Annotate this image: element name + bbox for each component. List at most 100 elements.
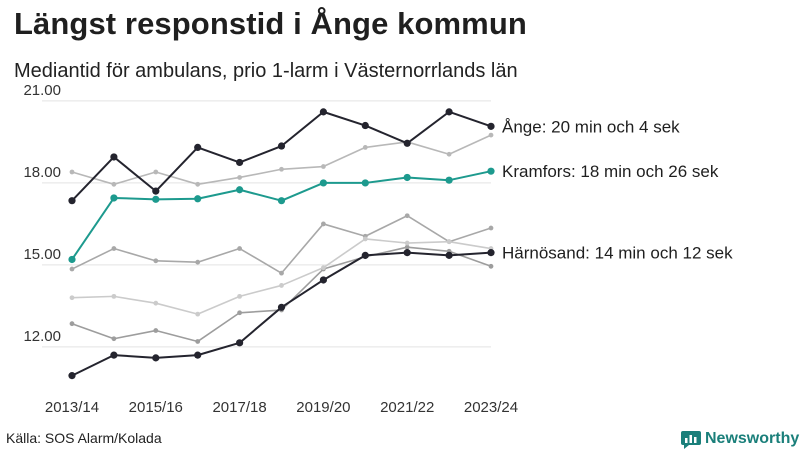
y-tick-label: 21.00 <box>23 82 61 99</box>
data-point <box>237 175 243 180</box>
x-tick-label: 2017/18 <box>212 399 266 416</box>
newsworthy-chart-icon <box>681 431 701 449</box>
data-point <box>279 270 284 276</box>
data-point <box>362 145 368 150</box>
data-point <box>69 266 75 272</box>
data-point <box>111 246 117 251</box>
series-line <box>71 110 492 202</box>
data-point <box>361 179 369 187</box>
data-point <box>319 276 327 284</box>
data-point <box>321 221 326 227</box>
series-other <box>69 213 494 276</box>
data-point <box>404 240 410 246</box>
data-point <box>403 173 411 182</box>
data-point <box>362 236 368 242</box>
data-point <box>277 303 286 311</box>
data-point <box>68 255 76 264</box>
chart-subtitle: Mediantid för ambulans, prio 1-larm i Vä… <box>14 60 518 82</box>
series-label: Ånge: 20 min och 4 sek <box>502 117 680 136</box>
data-point <box>195 339 201 344</box>
data-point <box>194 351 202 359</box>
data-point <box>404 244 410 250</box>
data-point <box>277 197 286 205</box>
data-point <box>279 283 284 288</box>
series-labels: Ånge: 20 min och 4 sek Kramfors: 18 min o… <box>502 117 733 262</box>
series-line <box>71 246 492 343</box>
data-point <box>153 300 159 306</box>
data-point <box>237 310 243 316</box>
data-point <box>488 132 494 138</box>
x-tick-label: 2013/14 <box>45 399 99 416</box>
data-point <box>321 265 326 271</box>
x-axis-ticks: 2013/14 2015/16 2017/18 2019/20 2021/22 2023/… <box>45 399 518 416</box>
series-kramfors <box>68 167 495 264</box>
data-point <box>445 251 453 259</box>
y-tick-label: 12.00 <box>23 328 61 345</box>
data-point <box>445 108 453 116</box>
data-point <box>153 258 159 264</box>
data-point <box>68 197 76 205</box>
x-tick-label: 2019/20 <box>296 399 350 416</box>
data-point <box>110 351 118 359</box>
x-tick-label: 2015/16 <box>129 399 183 416</box>
data-point <box>277 142 286 150</box>
data-point <box>111 181 117 187</box>
data-point <box>152 187 160 195</box>
data-point <box>403 139 411 147</box>
data-point <box>236 158 244 167</box>
data-point <box>404 213 410 219</box>
series-other <box>69 244 494 344</box>
data-point <box>487 122 495 130</box>
data-point <box>487 249 495 257</box>
data-point <box>403 249 411 257</box>
series-label: Härnösand: 14 min och 12 sek <box>502 244 733 263</box>
series-label: Kramfors: 18 min och 26 sek <box>502 162 719 181</box>
data-point <box>488 263 494 269</box>
data-point <box>110 194 118 202</box>
data-point <box>487 167 495 175</box>
data-point <box>111 336 117 342</box>
data-point <box>488 225 494 231</box>
data-point <box>69 321 75 327</box>
highlighted-series <box>68 108 495 380</box>
series-line <box>71 170 492 261</box>
series-other <box>69 236 494 317</box>
x-tick-label: 2023/24 <box>464 399 518 416</box>
x-tick-label: 2021/22 <box>380 399 434 416</box>
data-point <box>111 293 117 299</box>
data-point <box>194 195 202 203</box>
data-point <box>319 179 327 187</box>
brand-name: Newsworthy <box>705 430 800 447</box>
data-point <box>153 328 159 333</box>
data-point <box>152 354 160 362</box>
series-line <box>71 238 492 315</box>
data-point <box>153 169 159 175</box>
data-point <box>279 166 284 172</box>
data-point <box>361 251 369 259</box>
y-axis-ticks: 12.00 15.00 18.00 21.00 <box>23 82 61 345</box>
data-point <box>446 151 452 157</box>
data-point <box>236 339 244 347</box>
data-point <box>446 239 452 245</box>
data-point <box>361 121 369 130</box>
background-series <box>69 132 494 344</box>
data-point <box>195 259 201 265</box>
data-point <box>237 293 243 299</box>
gridlines <box>42 100 491 348</box>
data-point <box>195 181 201 187</box>
data-point <box>236 186 244 194</box>
newsworthy-brand: Newsworthy <box>681 429 799 449</box>
data-point <box>152 195 160 203</box>
y-tick-label: 15.00 <box>23 246 61 263</box>
data-point <box>195 311 201 317</box>
data-point <box>321 164 326 169</box>
data-point <box>237 246 243 251</box>
data-point <box>194 143 202 151</box>
y-tick-label: 18.00 <box>23 164 61 181</box>
series-härnösand <box>68 249 495 380</box>
data-point <box>69 169 75 175</box>
data-point <box>68 372 76 380</box>
source-note: Källa: SOS Alarm/Kolada <box>6 430 162 446</box>
series-ånge <box>68 108 495 205</box>
